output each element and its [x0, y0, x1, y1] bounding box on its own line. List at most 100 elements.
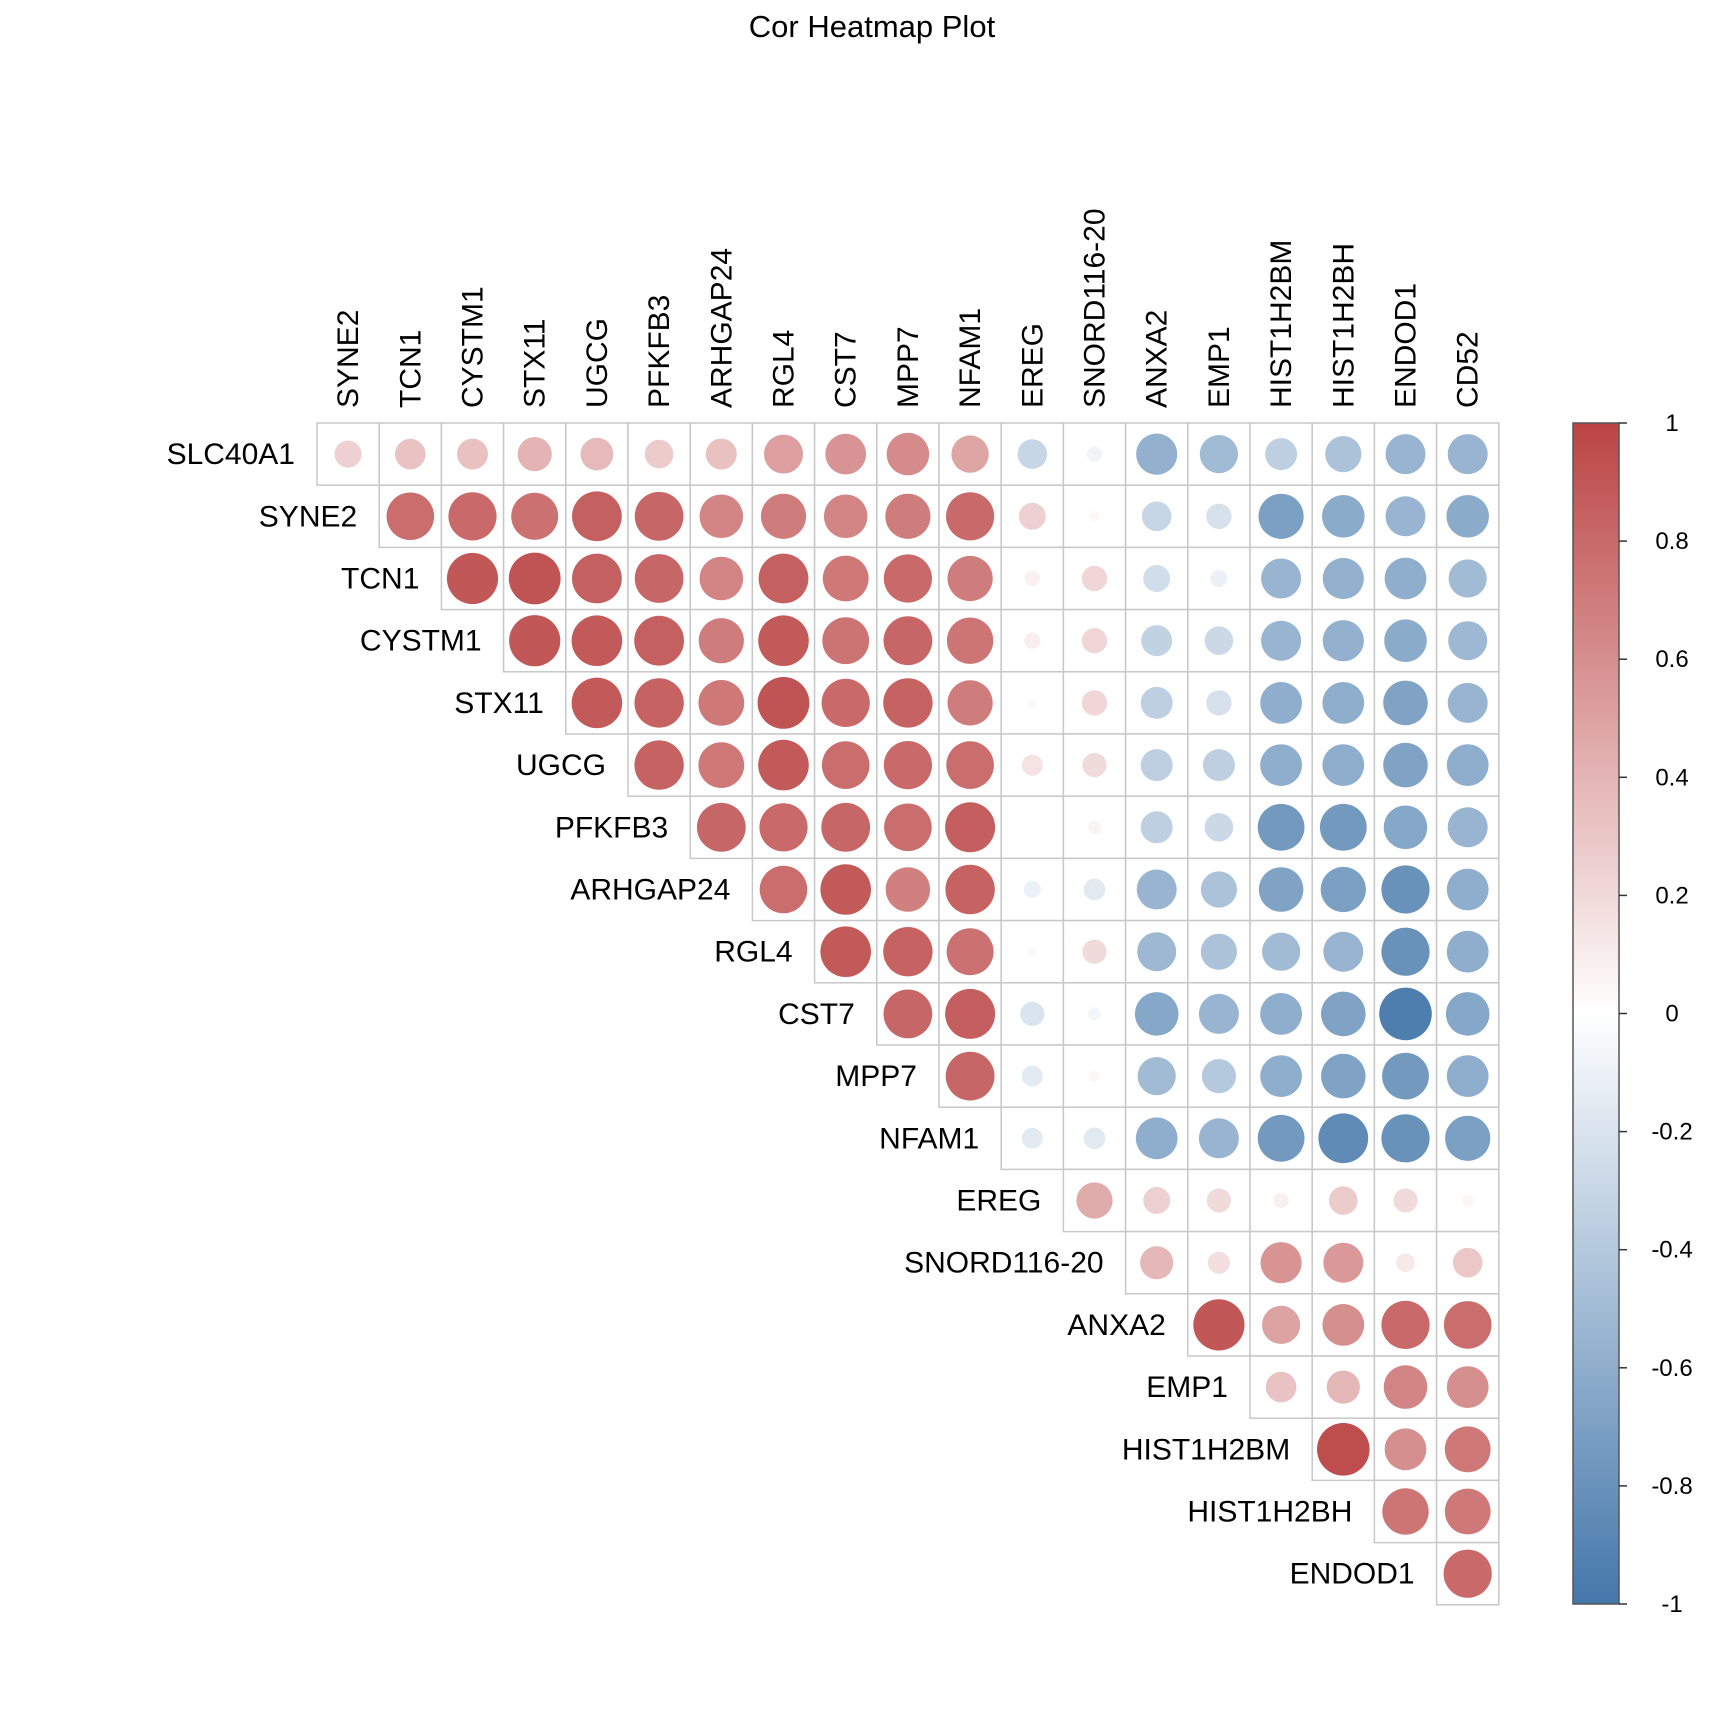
correlation-dot: [699, 556, 744, 601]
row-label: PFKFB3: [555, 811, 668, 844]
row-label: CYSTM1: [360, 625, 482, 658]
correlation-dot: [885, 867, 931, 912]
correlation-dot: [1086, 446, 1103, 462]
correlation-dot: [764, 434, 803, 474]
correlation-dot: [1135, 1117, 1178, 1160]
row-label: ARHGAP24: [570, 874, 730, 907]
correlation-dot: [334, 440, 362, 468]
correlation-dot: [946, 492, 995, 541]
correlation-dot: [1384, 557, 1427, 600]
correlation-dot: [1021, 1065, 1043, 1087]
column-label: NFAM1: [954, 308, 987, 408]
correlation-dot: [634, 554, 684, 603]
correlation-dot: [1321, 991, 1366, 1037]
column-label: SYNE2: [332, 310, 365, 408]
correlation-dot: [1446, 868, 1489, 911]
correlation-dot: [821, 802, 871, 852]
correlation-dot: [1385, 496, 1426, 537]
correlation-dot: [884, 803, 932, 852]
correlation-dot: [1260, 744, 1302, 786]
correlation-dot: [1021, 1127, 1043, 1149]
correlation-dot: [820, 864, 871, 915]
row-label: STX11: [454, 687, 544, 720]
row-label: TCN1: [341, 563, 419, 596]
correlation-dot: [1443, 1301, 1492, 1349]
correlation-dot: [1325, 436, 1362, 473]
column-label: HIST1H2BH: [1327, 243, 1360, 408]
correlation-dot: [883, 554, 933, 603]
correlation-dot: [1137, 1057, 1176, 1096]
correlation-dot: [1024, 570, 1040, 587]
correlation-dot: [1323, 931, 1364, 972]
correlation-dot: [1261, 558, 1302, 599]
correlation-dot: [1027, 698, 1038, 708]
correlation-dot: [886, 432, 930, 476]
row-label: SNORD116-20: [904, 1247, 1104, 1280]
colorbar-tick-label: 0.8: [1655, 528, 1688, 555]
correlation-dot: [822, 555, 869, 602]
correlation-dot: [947, 555, 993, 602]
correlation-dot: [1322, 1304, 1365, 1346]
correlation-dot: [386, 492, 435, 541]
correlation-dot: [1081, 628, 1108, 654]
color-legend: 1 0.8 0.6 0.4 0.2 0 -0.2 -0.4 -0.6 -0.8 -1: [1572, 410, 1693, 1618]
column-label: CST7: [830, 331, 863, 408]
colorbar-tick-label: 1: [1665, 410, 1678, 437]
column-label: SNORD116-20: [1079, 208, 1112, 408]
column-label: ARHGAP24: [705, 248, 738, 408]
correlation-dot: [1322, 682, 1365, 724]
correlation-dot: [1198, 1118, 1239, 1159]
heatmap-cells: [316, 422, 1500, 1606]
colorbar-tick-label: -0.2: [1651, 1119, 1692, 1146]
column-label: ANXA2: [1141, 310, 1174, 408]
correlation-dot: [571, 615, 623, 666]
correlation-dot: [758, 615, 809, 666]
correlation-dot: [1382, 1052, 1429, 1100]
correlation-dot: [1027, 947, 1038, 957]
correlation-dot: [1134, 992, 1179, 1036]
correlation-dot: [945, 988, 996, 1039]
correlation-dot: [1446, 495, 1489, 538]
correlation-dot: [1140, 686, 1173, 719]
colorbar-tick-label: -0.8: [1651, 1473, 1692, 1500]
correlation-dot: [1260, 1055, 1302, 1097]
row-label: SYNE2: [259, 500, 357, 533]
correlation-dot: [1087, 820, 1102, 834]
correlation-dot: [1200, 871, 1237, 908]
column-label: ENDOD1: [1390, 283, 1423, 408]
correlation-dot: [1448, 621, 1488, 661]
correlation-dot: [1262, 932, 1301, 971]
colorbar-tick-label: -0.4: [1651, 1237, 1692, 1264]
correlation-dot: [1322, 557, 1364, 600]
colorbar-tick-label: -0.6: [1651, 1355, 1692, 1382]
correlation-dot: [517, 437, 552, 472]
correlation-dot: [1198, 993, 1239, 1034]
correlation-dot: [1206, 503, 1232, 529]
correlation-dot: [1383, 742, 1428, 788]
correlation-dot: [759, 803, 808, 852]
correlation-dot: [1024, 632, 1041, 649]
correlation-dot: [757, 677, 810, 729]
correlation-dot: [395, 438, 426, 470]
correlation-dot: [1384, 1428, 1427, 1471]
correlation-dot: [1257, 1114, 1305, 1162]
column-labels: SYNE2 TCN1 CYSTM1 STX11 UGCG PFKFB3 ARHGAP24 RG…: [332, 208, 1485, 408]
column-label: UGCG: [581, 318, 614, 408]
correlation-dot: [946, 928, 994, 976]
colorbar-tick-label: 0.6: [1655, 646, 1688, 673]
correlation-dot: [1087, 1007, 1102, 1021]
correlation-dot: [945, 1051, 995, 1101]
correlation-dot: [1383, 680, 1428, 726]
correlation-dot: [759, 865, 808, 914]
correlation-dot: [1261, 620, 1302, 661]
correlation-dot: [1136, 433, 1178, 475]
colorbar-tick-label: 0.4: [1655, 764, 1688, 791]
correlation-dot: [1322, 620, 1364, 662]
column-label: MPP7: [892, 326, 925, 408]
correlation-dot: [1447, 434, 1488, 475]
column-label: STX11: [519, 319, 552, 409]
correlation-dot: [1076, 1182, 1113, 1219]
correlation-dot: [511, 492, 559, 540]
correlation-dot: [698, 618, 744, 664]
